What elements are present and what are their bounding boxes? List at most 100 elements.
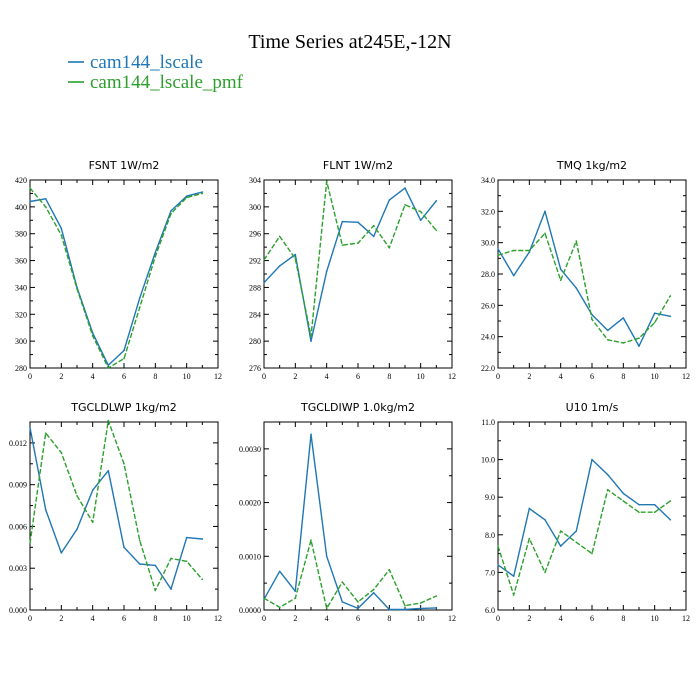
- data-point-lscale-pmf: [76, 287, 78, 290]
- plot-frame: [29, 421, 219, 611]
- data-point-lscale: [622, 317, 625, 319]
- legend-item-lscale-pmf: cam144_lscale_pmf: [68, 72, 244, 93]
- data-point-lscale: [357, 607, 359, 610]
- y-tick-label: 300: [15, 337, 27, 346]
- data-point-lscale: [497, 564, 499, 566]
- y-tick-label: 0.0010: [239, 552, 261, 561]
- data-point-lscale-pmf: [170, 212, 172, 215]
- data-point-lscale-pmf: [512, 594, 515, 596]
- data-point-lscale-pmf: [60, 451, 63, 454]
- y-tick-label: 280: [15, 364, 27, 373]
- x-tick-label: 6: [356, 614, 360, 623]
- y-tick-label: 280: [249, 337, 261, 346]
- x-tick-label: 4: [91, 614, 95, 623]
- y-tick-label: 7.0: [485, 568, 495, 577]
- data-point-lscale-pmf: [294, 597, 297, 599]
- data-point-lscale: [44, 198, 47, 200]
- data-point-lscale: [591, 458, 593, 461]
- x-tick-label: 2: [293, 372, 297, 381]
- data-point-lscale-pmf: [263, 259, 265, 261]
- data-point-lscale: [310, 340, 312, 342]
- data-point-lscale: [512, 575, 515, 577]
- data-point-lscale-pmf: [591, 552, 593, 555]
- data-point-lscale-pmf: [91, 334, 94, 337]
- data-point-lscale: [60, 552, 63, 554]
- data-point-lscale-pmf: [263, 597, 265, 599]
- data-point-lscale: [201, 191, 204, 193]
- data-point-lscale: [325, 270, 328, 273]
- panel-3: TMQ 1kg/m2 0 2 4 6 8 10 12 22.0 24.0 26.0 28.0 30.0 3…: [481, 159, 690, 381]
- figure-title: Time Series at245E,-12N: [248, 31, 451, 53]
- data-point-lscale-pmf: [201, 578, 204, 581]
- data-point-lscale-pmf: [653, 511, 656, 514]
- y-tick-label: 320: [15, 310, 27, 319]
- data-point-lscale-pmf: [559, 530, 562, 532]
- panel-title: FLNT 1W/m2: [323, 159, 393, 172]
- data-point-lscale: [138, 563, 141, 565]
- x-tick-label: 6: [122, 372, 126, 381]
- x-tick-label: 12: [682, 614, 690, 623]
- data-point-lscale-pmf: [154, 255, 157, 258]
- series-line-lscale-pmf: [29, 419, 203, 592]
- data-point-lscale: [606, 329, 609, 332]
- x-tick-label: 6: [590, 614, 594, 623]
- data-point-lscale-pmf: [123, 462, 125, 465]
- x-tick-label: 0: [262, 372, 266, 381]
- data-point-lscale: [60, 227, 63, 230]
- data-point-lscale-pmf: [388, 568, 391, 571]
- y-tick-label: 11.0: [481, 418, 495, 427]
- panel-title: TMQ 1kg/m2: [556, 159, 627, 172]
- data-point-lscale: [123, 546, 125, 549]
- data-point-lscale-pmf: [638, 511, 640, 514]
- y-tick-label: 300: [249, 203, 261, 212]
- x-tick-label: 8: [153, 614, 157, 623]
- x-tick-label: 12: [214, 372, 222, 381]
- data-point-lscale-pmf: [107, 367, 110, 369]
- data-point-lscale-pmf: [138, 306, 141, 309]
- x-tick-label: 12: [448, 614, 456, 623]
- data-point-lscale: [606, 473, 609, 476]
- data-point-lscale-pmf: [278, 606, 281, 609]
- data-point-lscale-pmf: [60, 234, 63, 236]
- data-point-lscale-pmf: [512, 249, 515, 252]
- data-point-lscale: [404, 608, 406, 611]
- data-point-lscale: [154, 564, 157, 567]
- panel-title: TGCLDLWP 1kg/m2: [70, 401, 176, 414]
- data-point-lscale: [528, 507, 531, 510]
- y-tick-label: 0.0020: [239, 499, 261, 508]
- series-line-lscale: [29, 427, 203, 590]
- x-tick-label: 4: [325, 614, 329, 623]
- data-point-lscale-pmf: [154, 589, 157, 592]
- y-tick-label: 22.0: [481, 364, 495, 373]
- x-tick-label: 10: [651, 372, 659, 381]
- data-point-lscale: [294, 590, 297, 592]
- y-tick-label: 28.0: [481, 270, 495, 279]
- data-point-lscale-pmf: [325, 607, 328, 610]
- series-line-lscale: [263, 187, 437, 342]
- data-point-lscale-pmf: [372, 588, 375, 591]
- data-point-lscale: [278, 570, 281, 573]
- x-tick-label: 12: [214, 614, 222, 623]
- data-point-lscale-pmf: [341, 244, 344, 246]
- data-point-lscale: [357, 221, 359, 224]
- data-point-lscale: [404, 187, 406, 189]
- data-point-lscale: [669, 518, 672, 521]
- x-tick-label: 10: [417, 372, 425, 381]
- data-point-lscale-pmf: [419, 210, 422, 213]
- data-point-lscale: [528, 251, 531, 253]
- data-point-lscale-pmf: [419, 602, 422, 604]
- y-tick-label: 9.0: [485, 493, 495, 502]
- data-point-lscale: [419, 219, 422, 222]
- data-point-lscale-pmf: [357, 601, 359, 603]
- data-point-lscale-pmf: [435, 595, 438, 597]
- data-point-lscale: [170, 210, 172, 212]
- panel-title: FSNT 1W/m2: [89, 159, 160, 172]
- series-line-lscale: [263, 433, 437, 611]
- data-point-lscale: [123, 349, 125, 352]
- series-line-lscale-pmf: [263, 539, 437, 610]
- data-point-lscale-pmf: [404, 604, 406, 607]
- y-tick-label: 0.000: [9, 606, 27, 615]
- data-point-lscale-pmf: [544, 232, 546, 235]
- y-tick-label: 420: [15, 176, 27, 185]
- data-point-lscale: [669, 315, 672, 318]
